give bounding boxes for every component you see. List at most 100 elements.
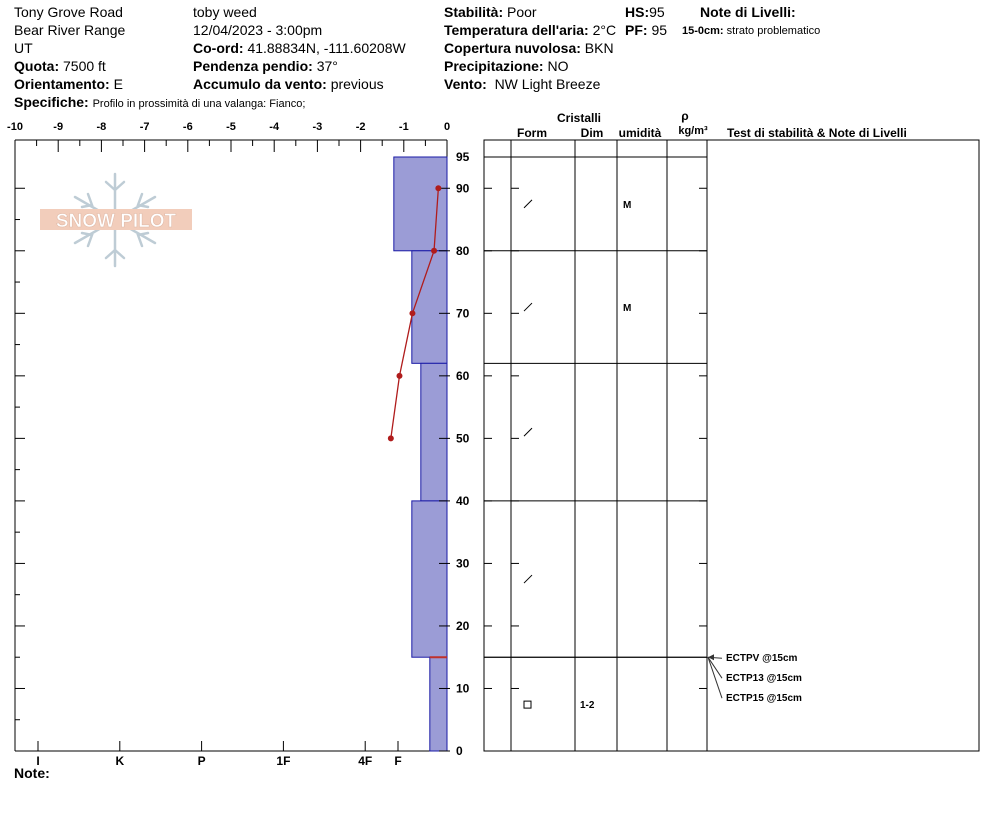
height-tick-label: 40 — [456, 494, 470, 508]
hardness-bar — [393, 156, 448, 252]
coord-value: 41.88834N, -111.60208W — [247, 40, 406, 56]
elevation-label: Quota: — [14, 58, 60, 74]
elevation: Quota: 7500 ft — [14, 57, 106, 75]
stability-test-label: ECTP13 @15cm — [726, 673, 802, 684]
wind: Vento: NW Light Breeze — [444, 75, 600, 93]
height-tick-label: 80 — [456, 244, 470, 258]
slope-label: Pendenza pendio: — [193, 58, 313, 74]
pf-label: PF: — [625, 22, 648, 38]
density-header: kg/m³ — [678, 125, 708, 137]
hardness-tick-label: P — [198, 754, 206, 768]
coord-label: Co-ord: — [193, 40, 244, 56]
tests-header: Test di stabilità & Note di Livelli — [727, 126, 907, 140]
grain-form-icon — [523, 427, 533, 437]
size-header: Dim — [581, 126, 604, 140]
hardness-tick-label: K — [115, 754, 124, 768]
precip-value: NO — [547, 58, 569, 74]
air-temp-value: 2°C — [592, 22, 617, 38]
moisture-value: M — [623, 200, 631, 211]
aspect-label: Orientamento: — [14, 76, 110, 92]
temp-tick-label: -3 — [313, 121, 323, 133]
temp-tick-label: -10 — [7, 121, 23, 133]
aspect: Orientamento: E — [14, 75, 123, 93]
pf-value: 95 — [651, 22, 668, 38]
profile-plot: -10 -9 -8 -7 -6 -5 -4 -3 -2 -1 0010203040506070809… — [7, 121, 470, 768]
hardness-tick-label: 4F — [358, 754, 372, 768]
temp-tick-label: -8 — [97, 121, 107, 133]
height-tick-label: 60 — [456, 369, 470, 383]
mountain-range: Bear River Range — [14, 22, 126, 38]
precip-label: Precipitazione: — [444, 58, 544, 74]
precipitation: Precipitazione: NO — [444, 57, 568, 75]
temperature-point — [435, 185, 442, 192]
hardness-bar — [420, 362, 448, 502]
logo-text: SNOW PILOT — [56, 211, 177, 232]
height-tick-label: 20 — [456, 619, 470, 633]
grain-form-icon — [523, 302, 533, 312]
hardness-tick-label: I — [36, 754, 39, 768]
temperature-point — [431, 247, 438, 254]
sky-value: BKN — [584, 40, 614, 56]
sky-cover: Copertura nuvolosa: BKN — [444, 39, 614, 57]
air-temperature: Temperatura dell'aria: 2°C — [444, 21, 616, 39]
layer-notes-title: Note di Livelli: — [700, 4, 796, 20]
grain-form-icon — [523, 199, 533, 209]
layer-note-text: strato problematico — [726, 25, 821, 37]
height-tick-label: 0 — [456, 744, 463, 758]
state: UT — [14, 40, 33, 56]
temp-tick-label: -2 — [356, 121, 366, 133]
coordinates: Co-ord: 41.88834N, -111.60208W — [193, 39, 406, 57]
hs-label: HS: — [625, 4, 650, 20]
test-arrow-head — [708, 654, 714, 661]
specifics-label: Specifiche: — [14, 94, 89, 110]
test-leader-line — [707, 657, 723, 699]
grain-form-icon — [523, 574, 533, 584]
moisture-value: M — [623, 303, 631, 314]
form-header: Form — [517, 126, 547, 140]
height-tick-label: 90 — [456, 181, 470, 195]
temperature-point — [409, 310, 416, 317]
crystals-header: Cristalli — [557, 111, 601, 125]
temp-tick-label: -1 — [399, 121, 409, 133]
wind-value: NW Light Breeze — [494, 76, 601, 92]
height-tick-label: 10 — [456, 681, 470, 695]
datetime: 12/04/2023 - 3:00pm — [193, 22, 323, 38]
slope: Pendenza pendio: 37° — [193, 57, 338, 75]
stability-label: Stabilità: — [444, 4, 504, 20]
test-leader-line — [707, 656, 723, 679]
height-tick-label: 30 — [456, 556, 470, 570]
temperature-point — [396, 372, 403, 379]
temp-tick-label: -6 — [183, 121, 193, 133]
slope-value: 37° — [316, 58, 338, 74]
temp-tick-label: 0 — [444, 121, 450, 133]
hardness-bar — [411, 500, 448, 658]
sky-label: Copertura nuvolosa: — [444, 40, 581, 56]
specifics-value: Profilo in prossimità di una valanga: Fi… — [92, 98, 306, 110]
hardness-tick-label: F — [394, 754, 401, 768]
grain-size: 1-2 — [580, 700, 595, 711]
specifics: Specifiche: Profilo in prossimità di una… — [14, 93, 305, 113]
wind-loading: Accumulo da vento: previous — [193, 75, 384, 93]
stability-test-label: ECTPV @15cm — [726, 653, 798, 664]
wind-loading-label: Accumulo da vento: — [193, 76, 327, 92]
stability-test-label: ECTP15 @15cm — [726, 693, 802, 704]
hardness-bar — [429, 656, 448, 752]
aspect-value: E — [113, 76, 123, 92]
height-tick-label: 95 — [456, 150, 470, 164]
table-frame — [483, 139, 980, 752]
elevation-value: 7500 ft — [63, 58, 106, 74]
location: Tony Grove Road — [14, 4, 123, 20]
temp-tick-label: -5 — [226, 121, 236, 133]
height-tick-label: 50 — [456, 431, 470, 445]
snowpilot-logo: SNOW PILOT — [40, 172, 192, 268]
hardness-bar — [411, 250, 448, 364]
observer: toby weed — [193, 4, 257, 20]
layer-note: 15-0cm: strato problematico — [682, 22, 820, 40]
rho-header: ρ — [681, 109, 688, 123]
snow-height: HS:95 — [625, 3, 665, 21]
temp-tick-label: -4 — [269, 121, 280, 133]
temperature-point — [387, 435, 394, 442]
height-tick-label: 70 — [456, 306, 470, 320]
hardness-tick-label: 1F — [276, 754, 290, 768]
